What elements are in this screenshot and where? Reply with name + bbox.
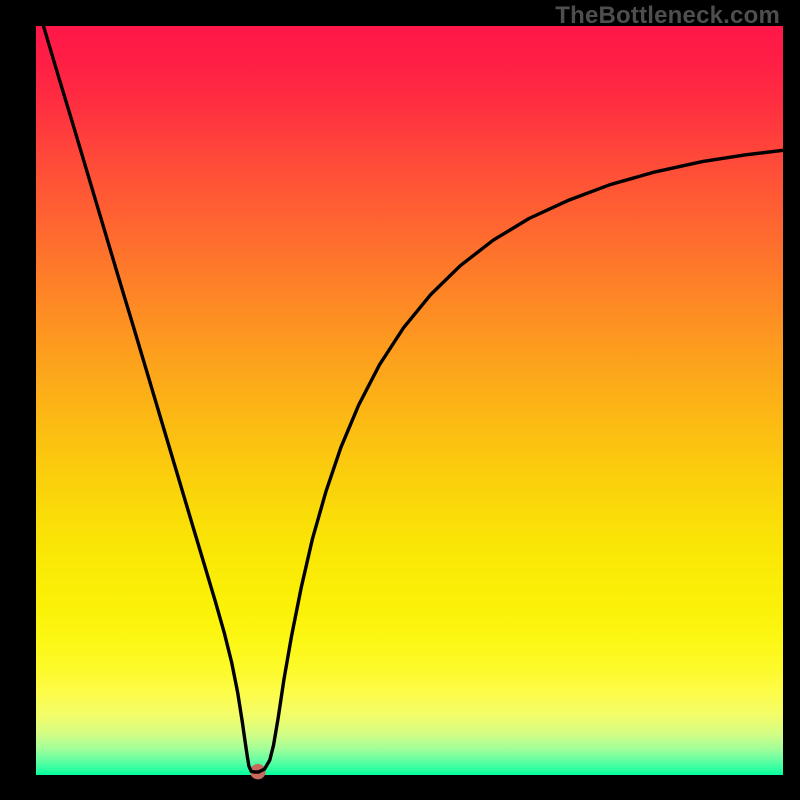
chart-stage: TheBottleneck.com xyxy=(0,0,800,800)
plot-background xyxy=(36,26,783,775)
watermark-text: TheBottleneck.com xyxy=(555,2,780,30)
chart-svg xyxy=(0,0,800,800)
